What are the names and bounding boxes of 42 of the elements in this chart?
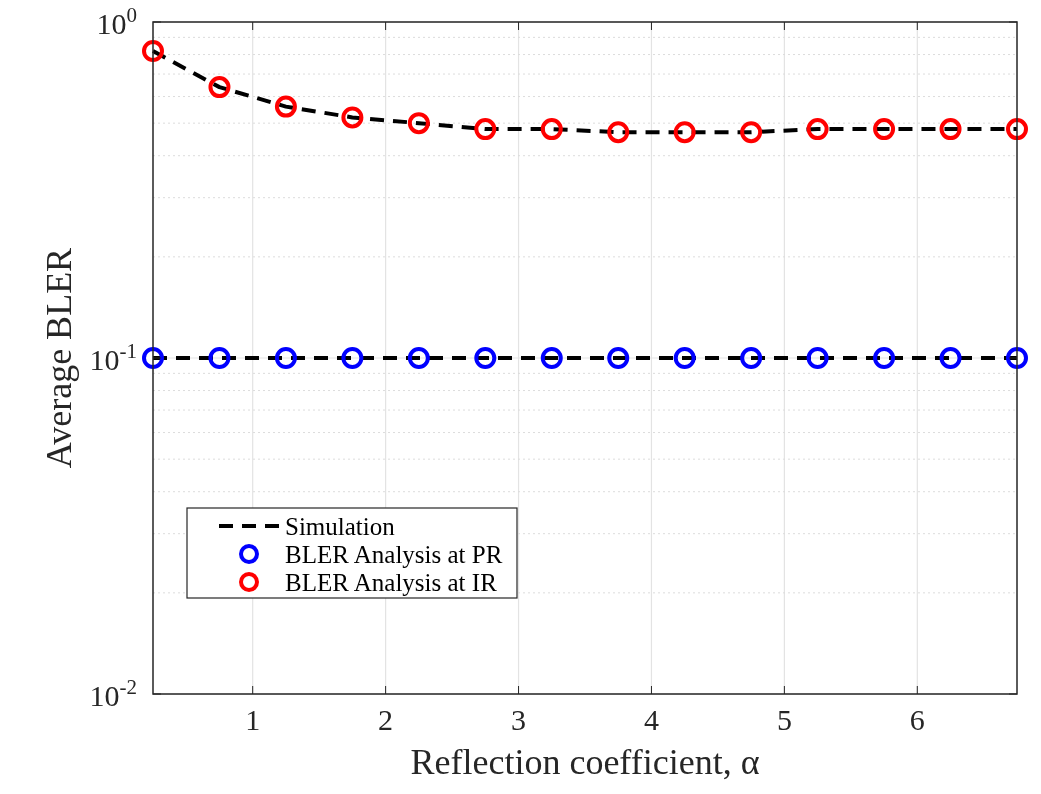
point xyxy=(1006,118,1028,141)
legend-label: Simulation xyxy=(285,513,396,540)
x-tick-label: 1 xyxy=(245,703,261,736)
point xyxy=(607,121,630,144)
point xyxy=(740,121,763,144)
legend-label: BLER Analysis at IR xyxy=(285,569,498,596)
x-tick-label: 3 xyxy=(511,703,527,736)
x-axis-title: Reflection coefficient, α xyxy=(410,742,760,782)
point xyxy=(939,118,962,141)
y-tick-label: 10$^{0}$ xyxy=(96,3,137,40)
point xyxy=(540,118,563,141)
point xyxy=(407,347,430,369)
point xyxy=(341,106,364,129)
y-tick-label: 10$^{-1}$ xyxy=(89,339,137,376)
x-tick-label: 5 xyxy=(776,703,792,736)
point xyxy=(142,347,164,369)
point xyxy=(407,112,430,135)
point xyxy=(673,121,696,144)
x-tick-label: 6 xyxy=(909,703,925,736)
point xyxy=(474,118,497,141)
point xyxy=(208,347,231,369)
point xyxy=(208,76,231,99)
point xyxy=(806,118,829,141)
point xyxy=(540,347,563,369)
point xyxy=(274,95,297,118)
point xyxy=(341,347,364,369)
point xyxy=(939,347,962,369)
point xyxy=(1006,347,1028,369)
y-axis-title: Average BLER xyxy=(39,247,79,469)
point xyxy=(274,347,297,369)
point xyxy=(673,347,696,369)
x-tick-label: 2 xyxy=(378,703,394,736)
point xyxy=(873,347,896,369)
legend-label: BLER Analysis at PR xyxy=(285,541,503,568)
point xyxy=(740,347,763,369)
point xyxy=(806,347,829,369)
point xyxy=(873,118,896,141)
point xyxy=(474,347,497,369)
point xyxy=(142,39,164,62)
point xyxy=(607,347,630,369)
y-tick-label: 10$^{-2}$ xyxy=(89,675,137,712)
x-tick-label: 4 xyxy=(643,703,659,736)
